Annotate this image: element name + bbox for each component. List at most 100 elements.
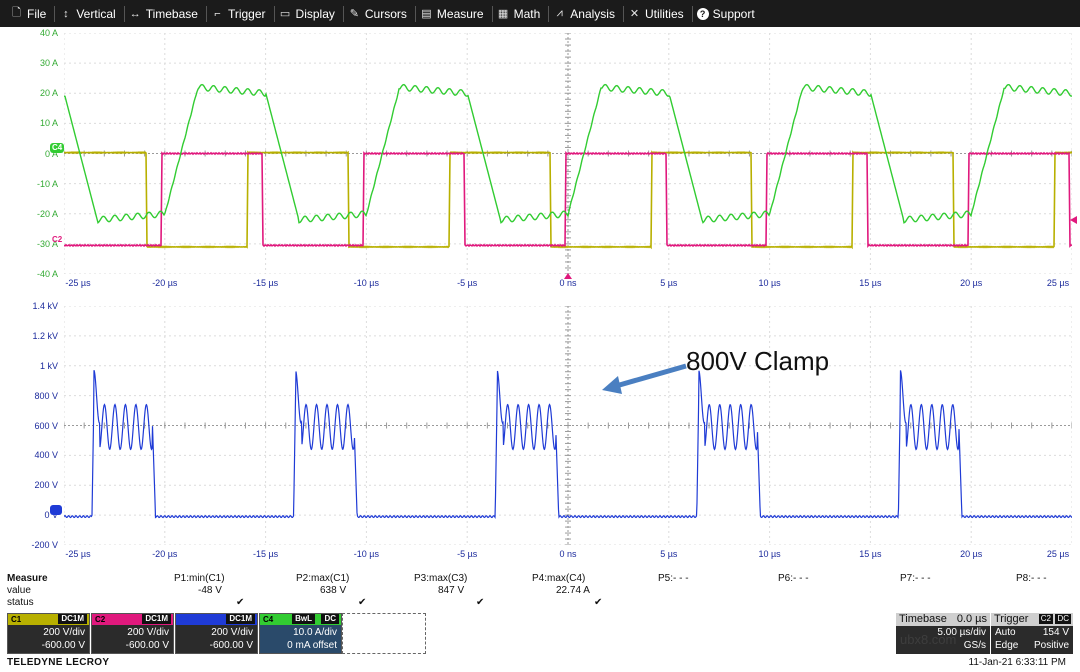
channel-descriptor-c2[interactable]: C2 DC1M 200 V/div -600.00 V	[91, 613, 174, 654]
channel-settings: 200 V/div -600.00 V	[8, 625, 89, 653]
menu-label: Display	[295, 6, 335, 21]
menu-label: Trigger	[227, 6, 266, 21]
measure-param-name[interactable]: P8:- - -	[1016, 573, 1047, 584]
channel-scale: 200 V/div	[211, 627, 253, 638]
x-axis-label: 15 µs	[859, 549, 882, 559]
measure-icon: ▤	[421, 8, 432, 20]
channel-name: C1	[11, 615, 22, 624]
trigger-slope: Positive	[1033, 640, 1069, 651]
timebase-descriptor[interactable]: Timebase 0.0 µs 5.00 µs/div GS/s	[896, 613, 990, 654]
menu-separator	[691, 5, 693, 22]
y-axis-label: 1.4 kV	[32, 301, 58, 311]
measure-param-name[interactable]: P7:- - -	[900, 573, 931, 584]
channel-descriptor-c4[interactable]: C4 DC BwL 10.0 A/div 0 mA offset	[259, 613, 342, 654]
measure-param-name[interactable]: P2:max(C1)	[296, 573, 350, 584]
measure-row-label-value: value	[7, 585, 31, 596]
trigger-level-marker[interactable]	[1070, 216, 1077, 224]
c3-waveform	[64, 370, 1072, 520]
channel-descriptor-c1[interactable]: C1 DC1M 200 V/div -600.00 V	[7, 613, 90, 654]
y-axis-label: 200 V	[34, 480, 58, 491]
y-axis-label: -20 A	[36, 208, 58, 219]
y-axis-label: 1 kV	[39, 360, 58, 371]
trigger-icon: ⌐	[214, 7, 221, 20]
menu-utilities[interactable]: ✕ Utilities	[624, 0, 692, 27]
channel-coupling: DC1M	[142, 614, 171, 624]
x-axis-label: -10 µs	[353, 549, 379, 559]
c3-ground-marker[interactable]	[50, 505, 62, 515]
measure-param-name[interactable]: P4:max(C4)	[532, 573, 586, 584]
x-axis-label: -20 µs	[152, 549, 178, 559]
trigger-descriptor[interactable]: Trigger C2 DC Auto 154 V Edge Positive	[991, 613, 1073, 654]
channel-coupling: DC1M	[58, 614, 87, 624]
c4-ground-marker[interactable]: C4	[50, 143, 65, 153]
menu-math[interactable]: ▦ Math	[493, 0, 549, 27]
menu-file[interactable]: 🗋 File	[6, 0, 54, 27]
menu-separator	[54, 5, 56, 22]
measure-panel: Measure value status P1:min(C1) -48 V ✔ P2:…	[0, 571, 1080, 613]
measure-param-name[interactable]: P5:- - -	[658, 573, 689, 584]
trigger-delay-marker-top[interactable]	[564, 273, 572, 279]
y-axis-label: -30 A	[36, 238, 58, 249]
x-axis-label: 10 µs	[758, 549, 781, 559]
x-axis-label: -25 µs	[65, 549, 91, 559]
menu-display[interactable]: ▭ Display	[275, 0, 343, 27]
channel-offset: -600.00 V	[209, 640, 253, 651]
brand-logo-text: TELEDYNE LECROY	[7, 657, 110, 668]
channel-scale: 200 V/div	[127, 627, 169, 638]
channel-header: C4 DC BwL	[260, 614, 341, 625]
x-axis-label: 5 µs	[660, 549, 678, 559]
measure-param-value: 22.74 A	[556, 585, 590, 596]
upper-waveform-svg	[64, 33, 1072, 274]
channel-name: C4	[263, 615, 274, 624]
x-axis-label: 0 ns	[559, 549, 577, 559]
support-icon: ?	[696, 7, 709, 20]
y-axis-label: -10 A	[36, 178, 58, 189]
channel-offset: -600.00 V	[125, 640, 169, 651]
menu-support[interactable]: ? Support	[693, 0, 763, 27]
measure-param-value: 638 V	[320, 585, 347, 596]
display-icon: ▭	[279, 8, 291, 20]
measure-param-name[interactable]: P1:min(C1)	[174, 573, 225, 584]
channel-descriptor-c3[interactable]: C3 DC1M 200 V/div -600.00 V	[175, 613, 258, 654]
x-axis-label: -20 µs	[152, 278, 178, 288]
x-axis-label: 20 µs	[960, 549, 983, 559]
menu-trigger[interactable]: ⌐ Trigger	[207, 0, 274, 27]
annotation-label: 800V Clamp	[686, 346, 830, 376]
channel-header: C2 DC1M	[92, 614, 173, 625]
footer: TELEDYNE LECROY 11-Jan-21 6:33:11 PM	[0, 656, 1080, 672]
x-axis-label: -25 µs	[65, 278, 91, 288]
menu-cursors[interactable]: ✎ Cursors	[344, 0, 415, 27]
channel-scale: 200 V/div	[43, 627, 85, 638]
trigger-coupling-tag: DC	[1055, 614, 1071, 624]
menu-analysis[interactable]: ⩘ Analysis	[549, 0, 623, 27]
measure-param-name[interactable]: P3:max(C3)	[414, 573, 468, 584]
lower-waveform-grid[interactable]	[64, 306, 1072, 545]
x-axis-label: -10 µs	[353, 278, 379, 288]
y-axis-label: 0 A	[44, 148, 58, 159]
menu-measure[interactable]: ▤ Measure	[416, 0, 492, 27]
upper-waveform-grid[interactable]	[64, 33, 1072, 274]
menu-label: Measure	[436, 6, 484, 21]
c2-ground-marker[interactable]: C2	[52, 235, 63, 244]
trigger-level: 154 V	[1042, 627, 1069, 638]
x-axis-label: -5 µs	[457, 278, 478, 288]
measure-param-value: 847 V	[438, 585, 465, 596]
math-icon: ▦	[497, 8, 509, 20]
x-axis-label: 20 µs	[960, 278, 983, 288]
y-axis-label: 0 V	[44, 510, 58, 521]
y-axis-label: 400 V	[34, 450, 58, 461]
measure-param-name[interactable]: P6:- - -	[778, 573, 809, 584]
timebase-sample: GS/s	[963, 640, 986, 651]
menu-separator	[622, 5, 624, 22]
annotation-arrow	[602, 363, 687, 394]
trigger-mode: Auto	[995, 627, 1016, 638]
empty-descriptor-slot[interactable]	[342, 613, 426, 654]
c1-waveform	[64, 150, 1072, 250]
menu-vertical[interactable]: ↕ Vertical	[55, 0, 123, 27]
x-axis-label: -15 µs	[252, 278, 279, 288]
menu-timebase[interactable]: ↔ Timebase	[125, 0, 206, 27]
channel-settings: 10.0 A/div 0 mA offset	[260, 625, 341, 653]
measure-status-check-icon: ✔	[476, 597, 485, 608]
channel-bandwidth-limit: BwL	[292, 614, 315, 624]
menu-separator	[342, 5, 344, 22]
